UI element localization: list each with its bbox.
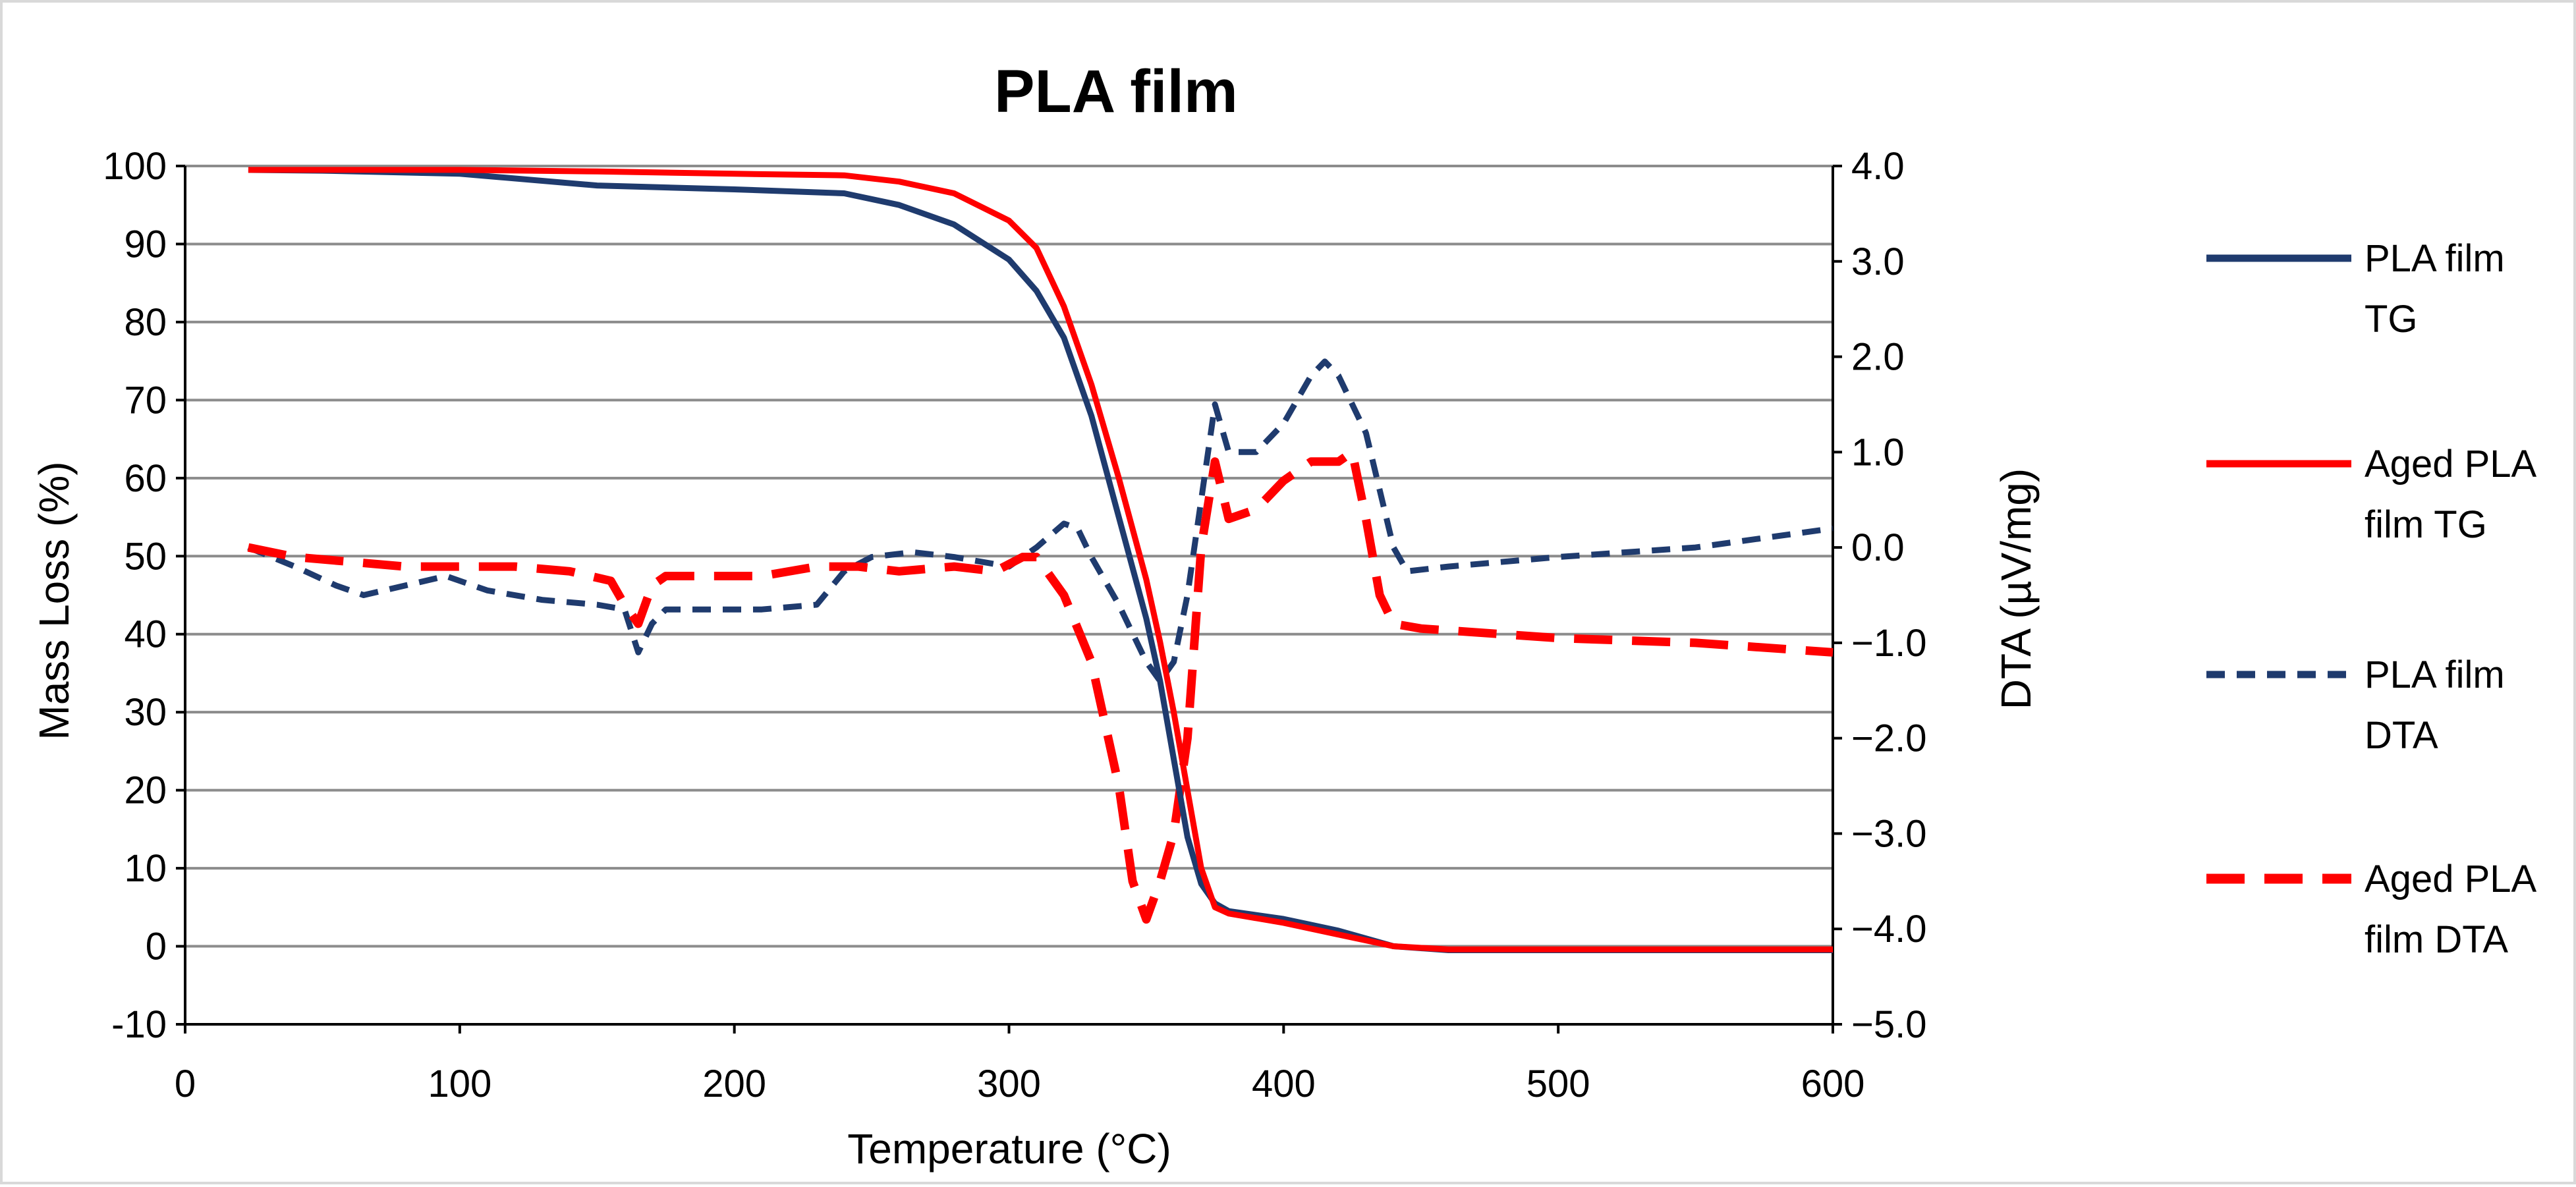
y-tick-label: 50: [124, 535, 167, 578]
legend-label: Aged PLA: [2365, 858, 2537, 900]
x-tick-label: 200: [702, 1063, 766, 1105]
x-axis-tick-labels: 0 100 200 300 400 500 600: [175, 1063, 1865, 1105]
series-line-aged-pla-film-tg: [248, 167, 1833, 952]
legend-entry-aged-pla-film-tg: Aged PLA film TG: [2206, 443, 2537, 546]
legend-label: film DTA: [2365, 918, 2508, 961]
legend-entry-pla-film-tg: PLA film TG: [2206, 237, 2505, 341]
plot-axes: [176, 165, 1842, 1034]
y2-tick-label: 2.0: [1851, 336, 1905, 379]
y-tick-label: 0: [146, 925, 167, 968]
tga-dta-chart: PLA film 0 100 200 300 400 500 600 -1001020304…: [30, 58, 2537, 1173]
y2-tick-label: 1.0: [1851, 431, 1905, 474]
y2-tick-label: 4.0: [1851, 145, 1905, 188]
x-axis-title: Temperature (°C): [847, 1125, 1171, 1173]
x-tick-label: 600: [1801, 1063, 1865, 1105]
legend-entry-pla-film-dta: PLA film DTA: [2206, 653, 2505, 757]
y2-tick-label: −4.0: [1851, 908, 1927, 951]
y-tick-label: 10: [124, 847, 167, 890]
legend-label: PLA film: [2365, 237, 2505, 280]
y-tick-label: 90: [124, 223, 167, 265]
x-tick-label: 500: [1526, 1063, 1590, 1105]
x-tick-label: 100: [428, 1063, 491, 1105]
y-axis-title: Mass Loss (%): [30, 461, 78, 740]
y2-tick-label: −3.0: [1851, 812, 1927, 855]
y-tick-label: 30: [124, 691, 167, 734]
legend-label: DTA: [2365, 714, 2438, 757]
x-tick-label: 0: [175, 1063, 196, 1105]
y2-tick-label: −5.0: [1851, 1003, 1927, 1046]
y-tick-label: 60: [124, 457, 167, 500]
legend-label: film TG: [2365, 503, 2487, 546]
legend: PLA film TG Aged PLA film TG PLA film DTA Aged…: [2206, 237, 2537, 961]
gridlines: [185, 165, 1833, 948]
legend-entry-aged-pla-film-dta: Aged PLA film DTA: [2206, 858, 2537, 961]
legend-label: Aged PLA: [2365, 443, 2537, 485]
series-line-pla-film-tg: [248, 167, 1833, 953]
y2-tick-label: −1.0: [1851, 622, 1927, 665]
series-line-pla-film-dta: [247, 358, 1834, 684]
x-tick-label: 300: [977, 1063, 1041, 1105]
series-line-aged-pla-film-dta: [247, 447, 1834, 924]
y2-tick-label: −2.0: [1851, 717, 1927, 760]
y2-axis-title: DTA (µV/mg): [1992, 468, 2040, 709]
legend-label: PLA film: [2365, 653, 2505, 696]
y-tick-label: 80: [124, 301, 167, 344]
y-tick-label: 100: [103, 145, 167, 188]
legend-label: TG: [2365, 298, 2418, 341]
y-axis-tick-labels: -10 0 10 20 30 40 50 60 70 80 90 100: [103, 145, 167, 1046]
y-tick-label: -10: [111, 1003, 167, 1046]
x-tick-label: 400: [1252, 1063, 1316, 1105]
y2-axis-tick-labels: −5.0 −4.0 −3.0 −2.0 −1.0 0.0 1.0 2.0 3.0 4.0: [1851, 145, 1927, 1046]
y-tick-label: 20: [124, 769, 167, 812]
series-lines: [247, 167, 1834, 953]
y2-tick-label: 3.0: [1851, 240, 1905, 283]
y-tick-label: 40: [124, 613, 167, 656]
y2-tick-label: 0.0: [1851, 526, 1905, 569]
chart-title: PLA film: [994, 58, 1238, 125]
y-tick-label: 70: [124, 379, 167, 422]
